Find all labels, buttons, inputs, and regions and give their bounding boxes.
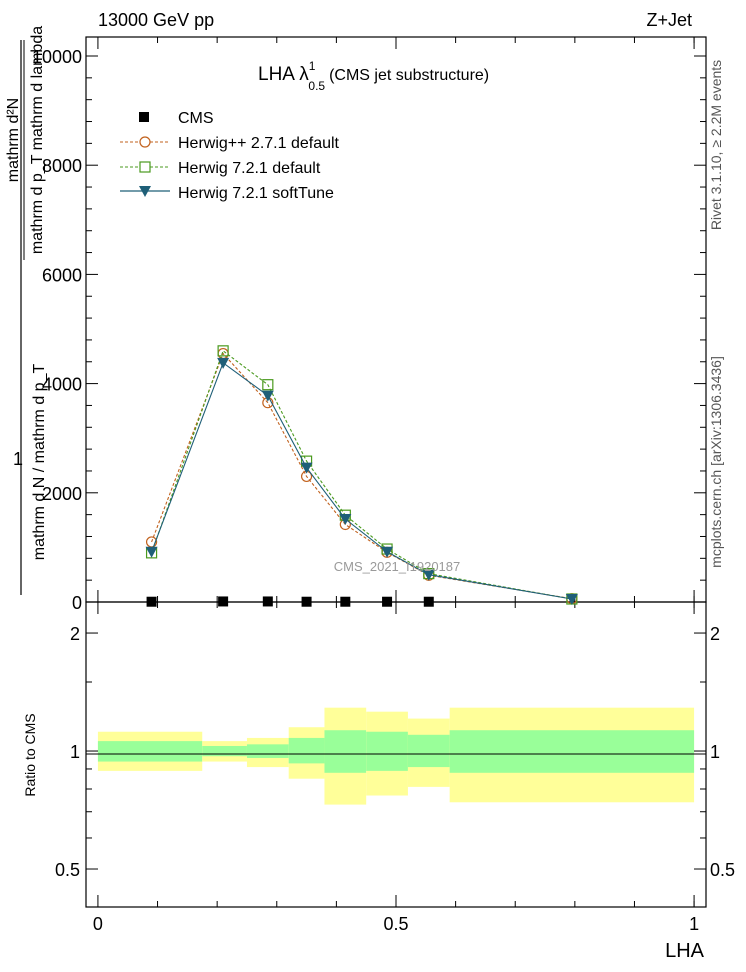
- header-right: Z+Jet: [646, 10, 692, 30]
- data-point-cms-4: [340, 596, 351, 607]
- data-point-cms-0: [146, 596, 157, 607]
- ratio-ytick-label-right-1: 1: [710, 742, 720, 762]
- legend-label-softtune: Herwig 7.2.1 softTune: [178, 185, 334, 202]
- ratio-band-inner-6: [407, 734, 450, 768]
- ratio-ytick-label-left-1: 1: [70, 742, 80, 762]
- legend-label-herwig721: Herwig 7.2.1 default: [178, 160, 321, 177]
- data-point-cms-1: [218, 596, 229, 607]
- ratio-ytick-label-right-2: 2: [710, 624, 720, 644]
- main-ytick-label-2: 4000: [42, 375, 82, 395]
- series-line-softtune: [151, 361, 572, 600]
- ratio-band-inner-2: [246, 744, 289, 758]
- ylabel-one: 1: [13, 449, 23, 469]
- ratio-ytick-label-right-0: 0.5: [710, 860, 735, 880]
- main-ytick-label-0: 0: [72, 593, 82, 613]
- data-point-softtune-7: [565, 593, 578, 605]
- data-point-softtune-4: [339, 514, 352, 526]
- data-point-softtune-6: [422, 569, 435, 581]
- main-y-axis: 0 2000 4000 6000 8000 10000: [32, 47, 706, 613]
- plot-title-suffix: (CMS jet substructure): [329, 67, 489, 84]
- data-point-cms-3: [301, 596, 312, 607]
- data-point-softtune-1: [217, 357, 230, 369]
- data-point-cms-5: [382, 596, 393, 607]
- xtick-label-1: 0.5: [383, 914, 408, 934]
- plot-title-sub: 0.5: [308, 79, 325, 93]
- series-layer: [145, 345, 578, 607]
- series-line-herwig721: [151, 349, 572, 600]
- ratio-band-inner-4: [324, 730, 367, 773]
- ratio-band-inner-7: [449, 730, 695, 773]
- ratio-band-inner-5: [366, 731, 408, 771]
- plot-title: LHA λ1 0.5 (CMS jet substructure): [258, 59, 489, 93]
- ylabel-den1: mathrm d p_T mathrm d lambda: [29, 26, 46, 254]
- ratio-band-inner-0: [97, 741, 203, 762]
- x-axis: 0 0.5 1: [93, 37, 699, 934]
- main-ytick-label-3: 6000: [42, 265, 82, 285]
- ratio-ytick-label-left-2: 2: [70, 624, 80, 644]
- legend-marker-softtune: [139, 186, 151, 197]
- mcplots-label: mcplots.cern.ch [arXiv:1306.3436]: [708, 356, 724, 568]
- data-point-softtune-0: [145, 546, 158, 558]
- plot-title-sup: 1: [309, 59, 316, 73]
- ylabel-num: mathrm d²N: [5, 98, 22, 182]
- main-ytick-label-5: 10000: [32, 47, 82, 67]
- ratio-ytick-label-left-0: 0.5: [55, 860, 80, 880]
- legend: CMS Herwig++ 2.7.1 default Herwig 7.2.1 …: [120, 110, 340, 202]
- data-point-herwig721-1: [217, 345, 229, 357]
- ratio-band-inner-3: [288, 737, 325, 764]
- watermark: CMS_2021_I1920187: [334, 559, 461, 574]
- ylabel-den2: mathrm d N / mathrm d p_T: [31, 364, 48, 561]
- ratio-band-inner-1: [202, 745, 247, 757]
- data-point-softtune-3: [300, 462, 313, 474]
- ratio-bands: [97, 707, 695, 805]
- svg-text:LHA λ10.5(CMS jet substructure: LHA λ1 0.5 (CMS jet substructure): [258, 59, 489, 93]
- rivet-label: Rivet 3.1.10, ≥ 2.2M events: [708, 60, 724, 230]
- header-left: 13000 GeV pp: [98, 10, 214, 30]
- legend-label-herwigpp: Herwig++ 2.7.1 default: [178, 135, 340, 152]
- data-point-cms-6: [423, 596, 434, 607]
- plot-title-main: LHA λ: [258, 64, 309, 85]
- legend-marker-cms: [139, 112, 149, 122]
- data-point-herwig721-2: [262, 379, 274, 391]
- legend-label-cms: CMS: [178, 110, 214, 127]
- main-ytick-label-4: 8000: [42, 156, 82, 176]
- data-point-cms-2: [262, 596, 273, 607]
- data-point-softtune-2: [261, 390, 274, 402]
- ratio-y-axis: 0.5 0.5 1 1 2 2: [55, 624, 735, 880]
- data-point-softtune-5: [381, 546, 394, 558]
- x-axis-label: LHA: [665, 940, 705, 962]
- ratio-y-label: Ratio to CMS: [22, 713, 38, 796]
- legend-marker-herwig721: [139, 161, 151, 173]
- legend-marker-herwigpp: [139, 136, 151, 148]
- main-y-label: 1 mathrm d N / mathrm d p_T mathrm d²N m…: [5, 26, 48, 595]
- xtick-label-2: 1: [689, 914, 699, 934]
- main-ytick-label-1: 2000: [42, 484, 82, 504]
- xtick-label-0: 0: [93, 914, 103, 934]
